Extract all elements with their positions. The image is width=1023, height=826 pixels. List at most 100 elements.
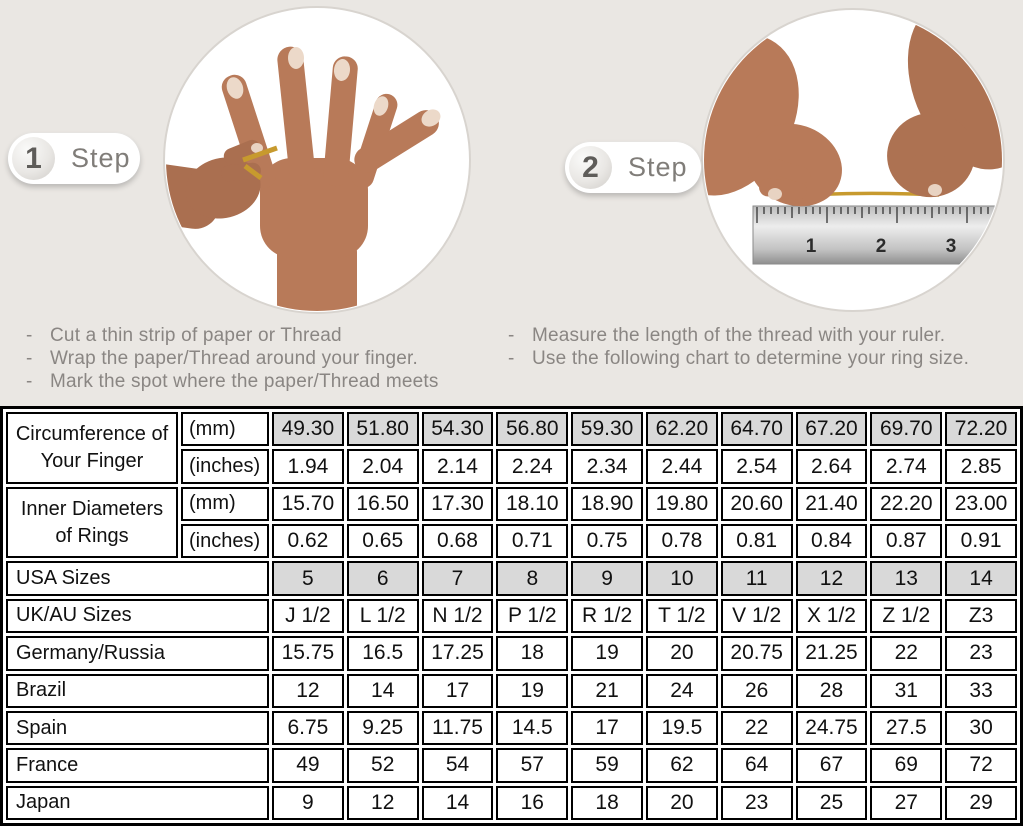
- table-cell: 0.81: [720, 524, 793, 559]
- table-cell: Z3: [945, 598, 1017, 634]
- table-cell: 10: [645, 561, 718, 596]
- table-cell: 49: [272, 748, 344, 783]
- table-cell: L 1/2: [346, 598, 419, 634]
- table-cell: 69: [870, 748, 943, 783]
- instruction-line: - Measure the length of the thread with y…: [504, 324, 1023, 347]
- table-cell: 17.30: [421, 486, 494, 522]
- table-cell: 0.71: [496, 524, 569, 559]
- table-cell: 52: [346, 748, 419, 783]
- instruction-line: - Mark the spot where the paper/Thread me…: [22, 370, 492, 393]
- table-cell: 62.20: [645, 412, 718, 447]
- step-1-photo: [163, 6, 471, 314]
- table-row: Germany/Russia 15.75 16.5 17.25 18 19 20 20.75 2…: [6, 636, 1017, 671]
- table-cell: 27.5: [870, 710, 943, 746]
- table-cell: 13: [870, 561, 943, 596]
- table-cell: 64: [720, 748, 793, 783]
- row-label: Germany/Russia: [6, 636, 269, 671]
- step-1-number: 1: [12, 137, 55, 180]
- table-cell: 26: [720, 673, 793, 708]
- table-cell: 23: [945, 636, 1017, 671]
- table-cell: 0.62: [272, 524, 344, 559]
- table-cell: 18: [496, 636, 569, 671]
- instruction-text: Mark the spot where the paper/Thread mee…: [50, 371, 439, 392]
- table-cell: 18.90: [571, 486, 643, 522]
- table-cell: 27: [870, 785, 943, 820]
- table-cell: 0.78: [645, 524, 718, 559]
- table-cell: 28: [795, 673, 868, 708]
- table-row: (inches) 1.94 2.04 2.14 2.24 2.34 2.44 2.54 2.64…: [6, 449, 1017, 484]
- table-body: Circumference of Your Finger (mm) 49.30 51.…: [6, 412, 1017, 820]
- table-cell: 12: [346, 785, 419, 820]
- table-cell: 30: [945, 710, 1017, 746]
- step-2-photo: 1 2 3: [701, 8, 1005, 312]
- instruction-line: - Use the following chart to determine yo…: [504, 347, 1023, 370]
- table-row: (inches) 0.62 0.65 0.68 0.71 0.75 0.78 0.81 0.84…: [6, 524, 1017, 559]
- table-cell: 57: [496, 748, 569, 783]
- table-cell: 5: [272, 561, 344, 596]
- table-cell: 22: [720, 710, 793, 746]
- table-cell: 19: [496, 673, 569, 708]
- table-cell: 0.68: [421, 524, 494, 559]
- table-cell: R 1/2: [571, 598, 643, 634]
- instruction-text: Cut a thin strip of paper or Thread: [50, 325, 342, 346]
- table-cell: 24: [645, 673, 718, 708]
- table-cell: 7: [421, 561, 494, 596]
- table-cell: 20: [645, 785, 718, 820]
- instruction-line: - Cut a thin strip of paper or Thread: [22, 324, 492, 347]
- table-row: Japan 9 12 14 16 18 20 23 25 27 29: [6, 785, 1017, 820]
- bullet-dash: -: [26, 371, 33, 392]
- table-cell: 19.80: [645, 486, 718, 522]
- bullet-dash: -: [26, 325, 33, 346]
- table-cell: 2.54: [720, 449, 793, 484]
- table-cell: 33: [945, 673, 1017, 708]
- table-cell: 21.25: [795, 636, 868, 671]
- row-label: Spain: [6, 710, 269, 746]
- table-cell: 9: [272, 785, 344, 820]
- ruler-number-2: 2: [876, 236, 887, 257]
- row-label: Japan: [6, 785, 269, 820]
- table-cell: 17: [421, 673, 494, 708]
- step-1-instructions: - Cut a thin strip of paper or Thread - Wra…: [22, 324, 492, 393]
- table-cell: 69.70: [870, 412, 943, 447]
- table-cell: N 1/2: [421, 598, 494, 634]
- step-2-badge: 2 Step: [565, 142, 701, 193]
- table-cell: 29: [945, 785, 1017, 820]
- measuring-ruler-illustration: 1 2 3: [704, 11, 1002, 309]
- table-cell: 2.24: [496, 449, 569, 484]
- table-cell: 17: [571, 710, 643, 746]
- table-cell: 20.75: [720, 636, 793, 671]
- table-cell: 16.5: [346, 636, 419, 671]
- table-cell: 67.20: [795, 412, 868, 447]
- table-cell: 62: [645, 748, 718, 783]
- ruler-number-3: 3: [946, 236, 957, 257]
- step-1-label: Step: [71, 143, 131, 173]
- bullet-dash: -: [508, 325, 515, 346]
- table-cell: 56.80: [496, 412, 569, 447]
- table-cell: 9: [571, 561, 643, 596]
- table-cell: 21: [571, 673, 643, 708]
- step-1-badge: 1 Step: [8, 133, 140, 184]
- table-cell: 49.30: [272, 412, 344, 447]
- table-cell: X 1/2: [795, 598, 868, 634]
- table-cell: 2.04: [346, 449, 419, 484]
- table-cell: 2.64: [795, 449, 868, 484]
- table-cell: 25: [795, 785, 868, 820]
- table-row: Inner Diameters of Rings (mm) 15.70 16.50 17…: [6, 486, 1017, 559]
- row-label: Circumference of Your Finger: [6, 412, 178, 484]
- table-cell: Z 1/2: [870, 598, 943, 634]
- table-cell: 12: [272, 673, 344, 708]
- table-cell: 0.91: [945, 524, 1017, 559]
- table-row: Brazil 12 14 17 19 21 24 26 28 31 33: [6, 673, 1017, 708]
- table-cell: 15.75: [272, 636, 344, 671]
- table-cell: 19.5: [645, 710, 718, 746]
- table-cell: 14: [346, 673, 419, 708]
- bullet-dash: -: [508, 348, 515, 369]
- table-cell: 59.30: [571, 412, 643, 447]
- ring-size-table: Circumference of Your Finger (mm) 49.30 51.…: [0, 406, 1023, 826]
- table-cell: 0.87: [870, 524, 943, 559]
- row-label: USA Sizes: [6, 561, 269, 596]
- table-cell: 15.70: [272, 486, 344, 522]
- instruction-text: Use the following chart to determine you…: [532, 348, 970, 369]
- table-cell: 14: [945, 561, 1017, 596]
